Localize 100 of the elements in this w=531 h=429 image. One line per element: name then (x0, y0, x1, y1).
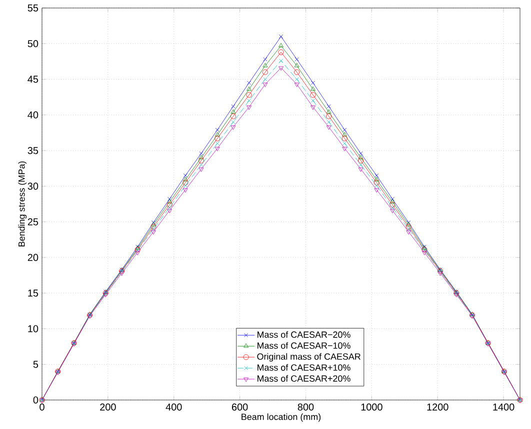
point (342, 141, 347, 146)
point (230, 109, 236, 114)
point (231, 120, 236, 124)
point (183, 173, 188, 178)
point (390, 208, 395, 214)
point (278, 49, 284, 55)
point (182, 180, 188, 186)
point (294, 82, 300, 88)
point (294, 69, 300, 75)
point (390, 206, 394, 210)
point (167, 199, 172, 204)
point (215, 128, 220, 132)
y-tick-label: 35 (28, 147, 38, 154)
point (310, 106, 316, 110)
point (294, 62, 300, 68)
point (150, 224, 156, 230)
point (294, 77, 299, 82)
point (358, 158, 364, 164)
point (230, 126, 236, 130)
point (374, 180, 380, 186)
point (167, 208, 172, 214)
point (422, 250, 427, 256)
point (230, 114, 236, 120)
x-tick-label: 1400 (493, 404, 514, 411)
point (294, 57, 299, 62)
point (262, 82, 268, 88)
point (246, 106, 252, 110)
y-tick-label: 15 (28, 290, 38, 297)
point (342, 136, 348, 142)
point (310, 92, 316, 98)
point (278, 42, 284, 48)
x-axis-title: Beam location (mm) (242, 413, 321, 422)
point (278, 58, 284, 63)
point (326, 114, 332, 120)
point (358, 168, 364, 172)
point (374, 183, 379, 188)
y-tick-label: 20 (28, 254, 38, 261)
point (406, 226, 411, 231)
point (358, 151, 363, 156)
point (374, 176, 380, 182)
point (166, 202, 172, 208)
point (246, 86, 252, 91)
legend-label: Mass of CAESAR+20% (257, 375, 350, 382)
legend-label: Original mass of CAESAR (257, 353, 360, 362)
point (406, 224, 412, 230)
x-tick-label: 0 (40, 404, 44, 411)
y-tick-label: 25 (28, 218, 38, 226)
point (150, 230, 156, 235)
point (310, 80, 316, 85)
point (390, 196, 394, 202)
point (135, 250, 140, 256)
point (342, 128, 347, 132)
point (310, 98, 316, 103)
point (182, 176, 188, 182)
point (199, 151, 204, 156)
x-tick-label: 400 (166, 404, 182, 411)
point (215, 141, 220, 146)
point (168, 206, 172, 210)
point (168, 196, 172, 202)
x-tick-label: 1200 (427, 404, 448, 411)
point (262, 69, 268, 75)
legend-label: Mass of CAESAR−10% (257, 342, 350, 349)
point (214, 132, 220, 136)
y-tick-label: 0 (33, 396, 38, 404)
point (374, 188, 380, 193)
point (263, 57, 268, 62)
point (406, 230, 412, 235)
point (198, 154, 204, 160)
point (231, 104, 236, 108)
point (342, 146, 348, 152)
point (326, 104, 331, 108)
point (278, 66, 284, 71)
y-tick-label: 50 (28, 40, 38, 48)
y-tick-label: 40 (28, 111, 38, 118)
point (246, 92, 252, 98)
point (326, 126, 332, 130)
point (326, 109, 332, 114)
y-tick-label: 5 (33, 360, 38, 368)
point (263, 77, 268, 82)
y-tick-label: 10 (28, 325, 38, 332)
point (151, 226, 156, 231)
point (374, 173, 379, 178)
point (214, 146, 220, 152)
point (326, 120, 331, 124)
point (342, 132, 348, 136)
point (214, 136, 220, 142)
point (262, 62, 268, 68)
point (358, 154, 364, 160)
point (198, 168, 204, 172)
y-tick-label: 30 (28, 182, 38, 190)
point (198, 158, 204, 164)
point (310, 86, 316, 91)
x-tick-label: 800 (298, 404, 314, 411)
legend-label: Mass of CAESAR−20% (257, 331, 350, 338)
point (199, 162, 204, 167)
point (247, 98, 252, 103)
y-tick-label: 45 (28, 76, 38, 83)
point (358, 162, 363, 167)
y-axis-title: Bending stress (MPa) (18, 161, 27, 246)
point (183, 183, 188, 188)
